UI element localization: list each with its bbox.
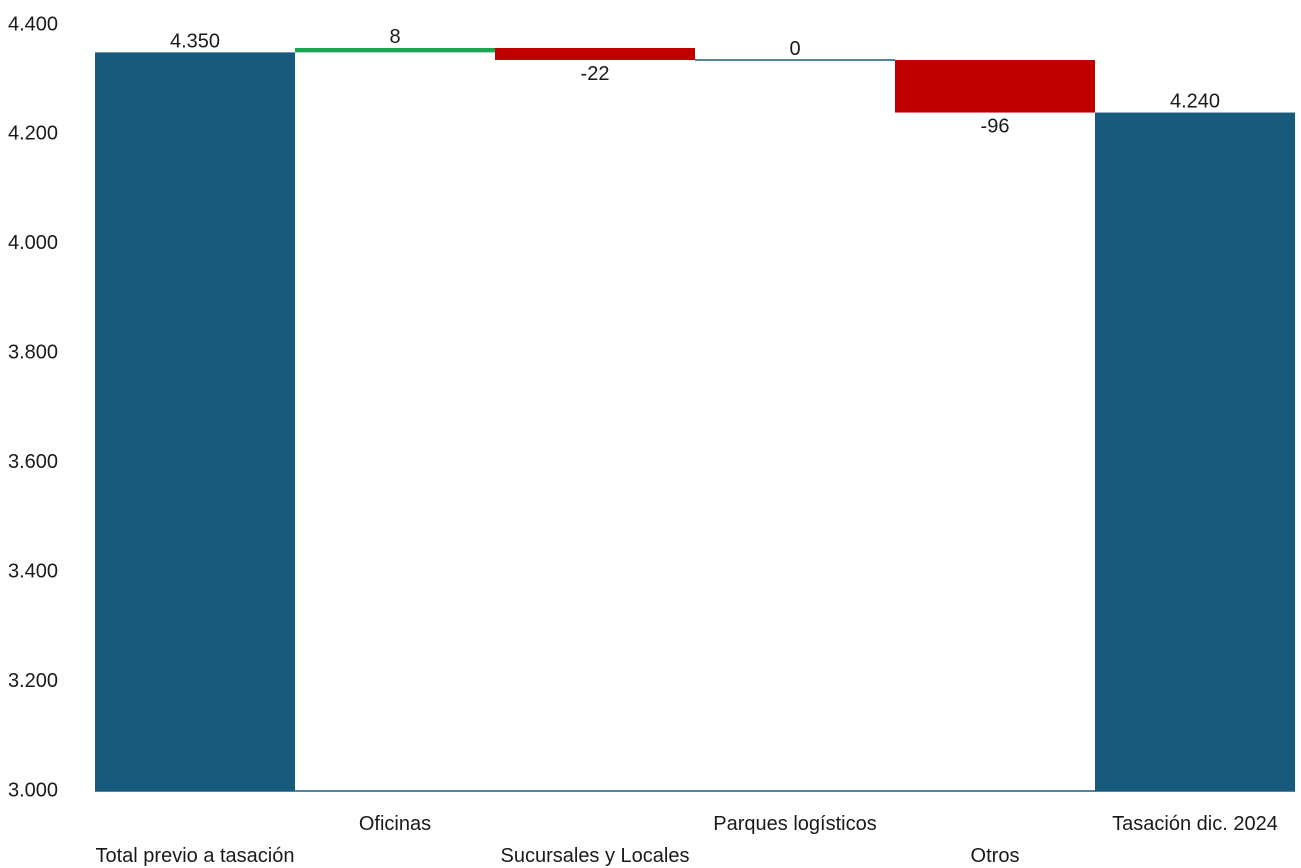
- data-label: 0: [789, 38, 800, 60]
- y-tick-label: 3.200: [8, 670, 58, 692]
- x-axis-ticks: Total previo a tasación Oficinas Sucursale…: [95, 813, 1277, 867]
- bar-neutral: [695, 59, 895, 61]
- data-label: 8: [389, 26, 400, 48]
- x-tick-label: Oficinas: [359, 813, 431, 835]
- bar-total: [1095, 112, 1295, 792]
- bar-increase: [295, 47, 495, 53]
- bar-decrease: [895, 60, 1095, 113]
- x-tick-label: Total previo a tasación: [95, 845, 294, 867]
- y-tick-label: 3.400: [8, 560, 58, 582]
- bar-total: [95, 52, 295, 792]
- y-axis-ticks: 3.000 3.200 3.400 3.600 3.800 4.000 4.200 4.400: [8, 13, 58, 801]
- y-tick-label: 3.800: [8, 342, 58, 364]
- data-label: -96: [981, 116, 1010, 138]
- x-tick-label: Otros: [971, 845, 1020, 867]
- bar-decrease: [495, 47, 695, 61]
- data-label: 4.240: [1170, 91, 1220, 113]
- y-tick-label: 4.000: [8, 232, 58, 254]
- y-tick-label: 3.000: [8, 779, 58, 801]
- bars: [95, 47, 1295, 792]
- x-tick-label: Sucursales y Locales: [501, 845, 690, 867]
- data-labels: 4.350 8 -22 0 -96 4.240: [170, 26, 1220, 138]
- x-tick-label: Tasación dic. 2024: [1112, 813, 1278, 835]
- x-tick-label: Parques logísticos: [713, 813, 876, 835]
- data-label: 4.350: [170, 30, 220, 52]
- y-tick-label: 4.200: [8, 123, 58, 145]
- data-label: -22: [581, 63, 610, 85]
- y-tick-label: 3.600: [8, 451, 58, 473]
- y-tick-label: 4.400: [8, 13, 58, 35]
